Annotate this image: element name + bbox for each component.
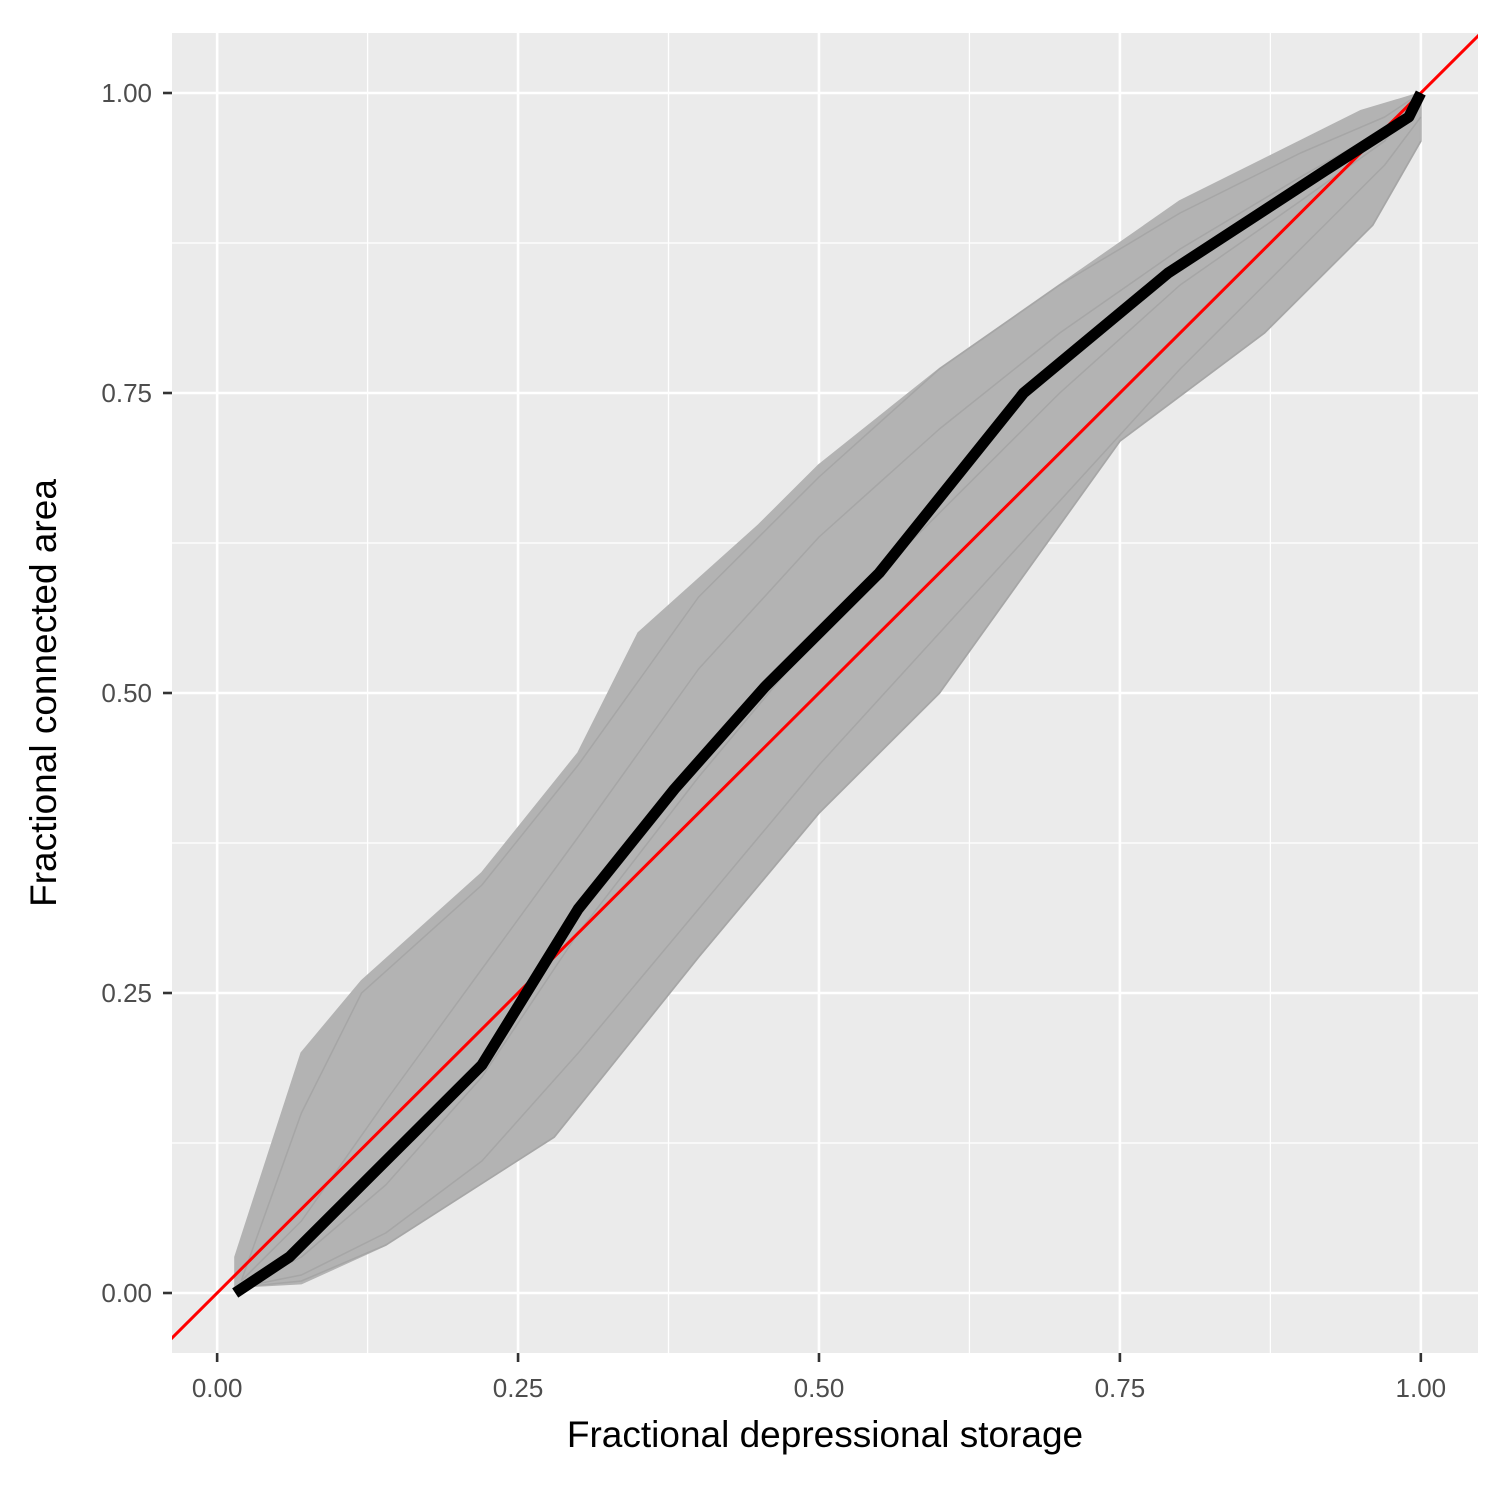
ensemble-line bbox=[241, 140, 1422, 1288]
x-tick-label: 0.25 bbox=[493, 1373, 544, 1403]
reference-line-1to1 bbox=[172, 33, 1478, 1341]
y-tick-label: 0.50 bbox=[101, 678, 152, 708]
ensemble-lines bbox=[240, 92, 1422, 1288]
y-tick-label: 0.25 bbox=[101, 978, 152, 1008]
x-tick-label: 0.75 bbox=[1095, 1373, 1146, 1403]
ensemble-line bbox=[240, 92, 1422, 1282]
y-axis: 0.00 0.25 0.50 0.75 1.00 bbox=[101, 78, 172, 1308]
y-tick-label: 1.00 bbox=[101, 78, 152, 108]
y-axis-title: Fractional connected area bbox=[23, 479, 64, 907]
x-axis-title: Fractional depressional storage bbox=[567, 1414, 1083, 1455]
x-tick-label: 0.00 bbox=[192, 1373, 243, 1403]
ensemble-line bbox=[240, 92, 1422, 1282]
x-axis: 0.00 0.25 0.50 0.75 1.00 bbox=[192, 1353, 1446, 1403]
x-tick-label: 0.50 bbox=[794, 1373, 845, 1403]
ensemble-line bbox=[241, 116, 1422, 1288]
mean-line bbox=[232, 90, 1426, 1298]
x-tick-label: 1.00 bbox=[1396, 1373, 1447, 1403]
y-tick-label: 0.00 bbox=[101, 1278, 152, 1308]
data-layer bbox=[172, 33, 1478, 1341]
y-tick-label: 0.75 bbox=[101, 378, 152, 408]
